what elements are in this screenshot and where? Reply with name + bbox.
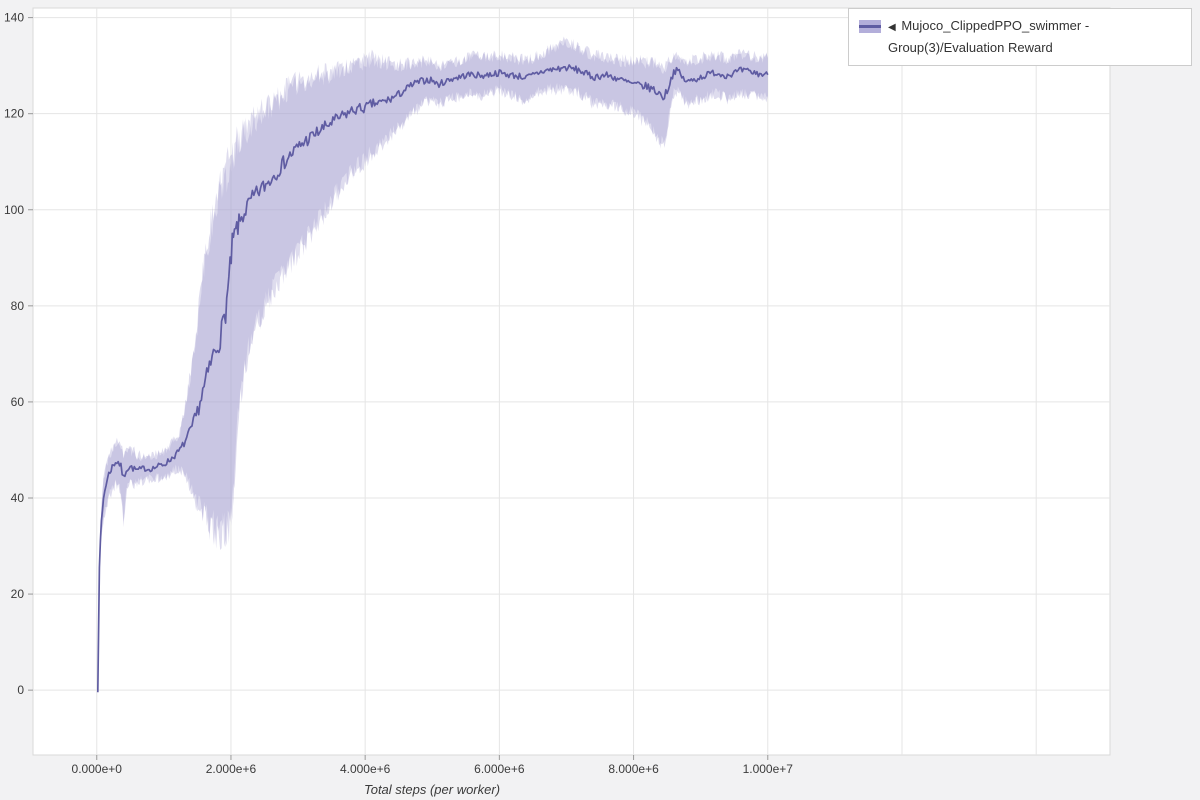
mean-line xyxy=(96,64,769,693)
y-tick-label: 120 xyxy=(4,107,24,121)
x-tick-label: 8.000e+6 xyxy=(608,762,659,776)
y-tick-label: 100 xyxy=(4,203,24,217)
y-tick-label: 20 xyxy=(11,587,25,601)
y-tick-label: 80 xyxy=(11,299,25,313)
tick-labels: 0.000e+0 2.000e+6 4.000e+6 6.000e+6 8.000e+6… xyxy=(4,11,793,776)
y-tick-label: 40 xyxy=(11,491,25,505)
x-tick-label: 1.000e+7 xyxy=(743,762,794,776)
confidence-band xyxy=(97,38,768,693)
y-tick-label: 60 xyxy=(11,395,25,409)
x-axis-title: Total steps (per worker) xyxy=(363,782,501,797)
plot-area xyxy=(32,7,1111,756)
x-tick-label: 0.000e+0 xyxy=(72,762,123,776)
legend-series-name: Mujoco_ClippedPPO_swimmer - Group(3)/Eva… xyxy=(888,18,1090,55)
gridlines xyxy=(33,8,1110,755)
legend-collapse-icon: ◀ xyxy=(888,22,896,33)
x-tick-label: 2.000e+6 xyxy=(206,762,257,776)
legend-swatch-line xyxy=(859,25,881,28)
legend-swatch xyxy=(859,20,881,33)
y-tick-label: 140 xyxy=(4,11,24,25)
x-tick-label: 4.000e+6 xyxy=(340,762,391,776)
legend-label: ◀ Mujoco_ClippedPPO_swimmer - Group(3)/E… xyxy=(888,16,1181,58)
axis-ticks xyxy=(28,17,769,760)
y-tick-label: 0 xyxy=(17,683,24,697)
legend-item[interactable]: ◀ Mujoco_ClippedPPO_swimmer - Group(3)/E… xyxy=(848,8,1192,66)
x-tick-label: 6.000e+6 xyxy=(474,762,525,776)
confidence-band xyxy=(97,36,768,690)
